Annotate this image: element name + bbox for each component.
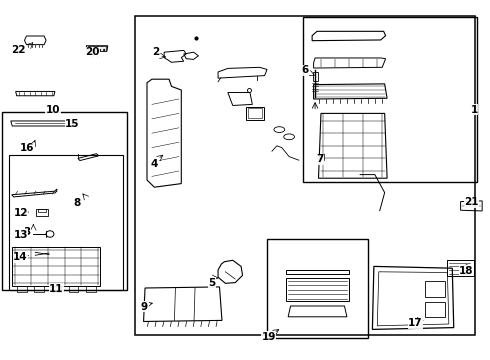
- Bar: [69, 286, 78, 292]
- Text: 3: 3: [24, 227, 30, 237]
- Text: 7: 7: [316, 154, 323, 164]
- Text: 14: 14: [13, 252, 28, 262]
- Bar: [2, 112, 127, 290]
- Bar: [286, 270, 349, 274]
- Text: 5: 5: [208, 278, 215, 288]
- Bar: [51, 286, 61, 292]
- Bar: [267, 239, 368, 338]
- Text: 18: 18: [459, 266, 474, 276]
- Bar: [425, 281, 445, 297]
- Bar: [86, 286, 96, 292]
- Text: 13: 13: [13, 230, 28, 240]
- Text: 1: 1: [471, 105, 478, 115]
- Bar: [425, 302, 445, 317]
- Text: 9: 9: [141, 302, 148, 312]
- Text: 6: 6: [301, 65, 308, 75]
- Bar: [313, 72, 318, 81]
- Text: 20: 20: [85, 47, 99, 57]
- Text: 10: 10: [46, 105, 60, 115]
- Bar: [36, 209, 48, 216]
- Bar: [34, 286, 44, 292]
- Text: 8: 8: [74, 198, 81, 208]
- Text: 11: 11: [49, 284, 64, 294]
- Text: 4: 4: [150, 159, 158, 169]
- Text: 21: 21: [464, 197, 479, 207]
- Bar: [447, 260, 474, 276]
- Text: 16: 16: [20, 143, 34, 153]
- Bar: [286, 278, 349, 301]
- Bar: [88, 46, 106, 51]
- Bar: [9, 155, 122, 290]
- Text: 2: 2: [152, 47, 159, 57]
- Bar: [248, 108, 262, 118]
- Bar: [246, 107, 264, 120]
- Text: 19: 19: [261, 332, 276, 342]
- Text: 17: 17: [408, 318, 423, 328]
- Text: 15: 15: [65, 119, 80, 129]
- Text: 12: 12: [13, 208, 28, 218]
- Bar: [17, 286, 27, 292]
- Bar: [303, 17, 477, 182]
- Text: 22: 22: [11, 45, 26, 55]
- Bar: [38, 209, 46, 212]
- Bar: [135, 16, 475, 335]
